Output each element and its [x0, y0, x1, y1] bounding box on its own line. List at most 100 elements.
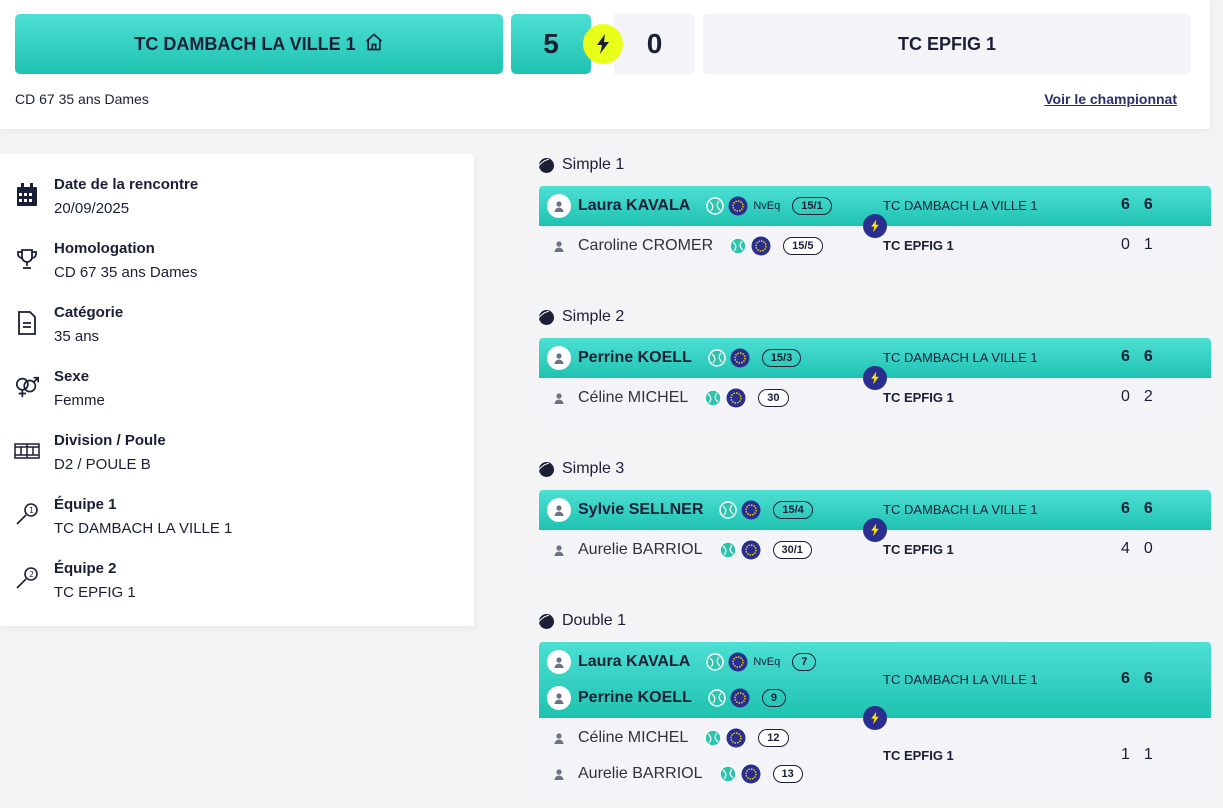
away-score: 0	[614, 14, 695, 74]
user-avatar-icon	[547, 346, 571, 370]
match-title: Simple 2	[539, 308, 624, 326]
set-score: 1	[1143, 746, 1153, 763]
set-score: 6	[1143, 196, 1153, 213]
new-team-tag: NvEq	[753, 200, 781, 212]
team1-label: Équipe 1	[54, 496, 117, 513]
club-name: TC EPFIG 1	[883, 390, 954, 405]
away-team-banner: TC EPFIG 1	[703, 14, 1191, 74]
set-score: 0	[1121, 388, 1130, 405]
player-name: Céline MICHEL	[578, 729, 689, 746]
new-team-tag: NvEq	[753, 656, 781, 668]
document-icon	[14, 310, 40, 336]
match-card[interactable]: Sylvie SELLNER 15/4 TC DAMBACH LA VILLE 1 6…	[539, 490, 1211, 570]
set-score: 6	[1121, 196, 1130, 213]
division-value: D2 / POULE B	[54, 456, 151, 473]
eu-flag-icon	[741, 500, 761, 520]
player-ranking: 15/5	[783, 237, 823, 255]
date-value: 20/09/2025	[54, 200, 130, 217]
match-title: Simple 1	[539, 156, 624, 174]
tennis-ball-badge-icon	[719, 501, 738, 519]
club-name: TC DAMBACH LA VILLE 1	[883, 350, 1038, 365]
view-championship-link[interactable]: Voir le championnat	[1044, 91, 1177, 107]
player-name: Aurelie BARRIOL	[578, 765, 703, 782]
player-ranking: 15/1	[792, 197, 832, 215]
loser-row: Céline MICHEL 12 Aurelie BARRIOL 13 TC EPFIG…	[539, 718, 1211, 794]
match-title-label: Simple 1	[562, 156, 625, 173]
player[interactable]: Laura KAVALA NvEq 7	[547, 650, 817, 674]
club-name: TC DAMBACH LA VILLE 1	[883, 672, 1038, 687]
user-avatar-icon	[547, 538, 571, 562]
date-label: Date de la rencontre	[54, 176, 199, 193]
team2-label: Équipe 2	[54, 560, 117, 577]
set-score: 6	[1121, 670, 1130, 687]
player-ranking: 30	[758, 389, 789, 407]
player[interactable]: Aurelie BARRIOL 13	[547, 762, 803, 786]
set-score: 0	[1121, 236, 1130, 253]
racket-two-icon: 2	[14, 566, 40, 592]
set-score: 1	[1121, 746, 1130, 763]
club-name: TC EPFIG 1	[883, 748, 954, 763]
player-ranking: 9	[761, 689, 786, 707]
eu-flag-icon	[751, 236, 771, 256]
player-name: Aurelie BARRIOL	[578, 541, 703, 558]
player[interactable]: Laura KAVALA NvEq 15/1	[547, 194, 832, 218]
info-team1: 1 Équipe 1 TC DAMBACH LA VILLE 1	[14, 496, 232, 538]
match-card[interactable]: Laura KAVALA NvEq 7 Perrine KOELL 9 TC DAMBAC…	[539, 642, 1211, 794]
racket-one-icon: 1	[14, 502, 40, 528]
sex-value: Femme	[54, 392, 105, 409]
tennis-ball-badge-icon	[706, 197, 725, 215]
set-score: 0	[1143, 540, 1153, 557]
tennis-ball-icon	[539, 309, 554, 325]
tennis-ball-badge-icon	[718, 765, 737, 783]
lightning-icon	[863, 366, 887, 390]
lightning-icon	[863, 214, 887, 238]
tennis-ball-badge-icon	[718, 541, 737, 559]
info-team2: 2 Équipe 2 TC EPFIG 1	[14, 560, 136, 602]
tennis-ball-icon	[539, 157, 554, 173]
match-title-label: Simple 3	[562, 460, 625, 477]
lightning-icon	[863, 706, 887, 730]
match-card[interactable]: Laura KAVALA NvEq 15/1 TC DAMBACH LA VILLE …	[539, 186, 1211, 266]
player-ranking: 7	[792, 653, 817, 671]
player[interactable]: Perrine KOELL 9	[547, 686, 786, 710]
winner-row: Laura KAVALA NvEq 15/1 TC DAMBACH LA VILLE …	[539, 186, 1211, 226]
player-name: Caroline CROMER	[578, 237, 714, 254]
match-title: Simple 3	[539, 460, 624, 478]
user-avatar-icon	[547, 726, 571, 750]
user-avatar-icon	[547, 686, 571, 710]
user-avatar-icon	[547, 650, 571, 674]
svg-text:1: 1	[29, 506, 34, 515]
lightning-icon	[583, 24, 623, 64]
category-label: Catégorie	[54, 304, 124, 321]
player-name: Perrine KOELL	[578, 689, 692, 706]
player-ranking: 12	[758, 729, 789, 747]
eu-flag-icon	[728, 196, 748, 216]
user-avatar-icon	[547, 498, 571, 522]
player-ranking: 30/1	[772, 541, 812, 559]
player[interactable]: Céline MICHEL 30	[547, 386, 789, 410]
match-info-card: Date de la rencontre 20/09/2025 Homologa…	[0, 154, 474, 626]
team1-value: TC DAMBACH LA VILLE 1	[54, 520, 233, 537]
eu-flag-icon	[741, 764, 761, 784]
player[interactable]: Perrine KOELL 15/3	[547, 346, 802, 370]
away-team-name: TC EPFIG 1	[897, 33, 996, 54]
player[interactable]: Caroline CROMER 15/5	[547, 234, 823, 258]
player[interactable]: Céline MICHEL 12	[547, 726, 789, 750]
division-label: Division / Poule	[54, 432, 166, 449]
eu-flag-icon	[741, 540, 761, 560]
tennis-ball-badge-icon	[708, 349, 726, 367]
player[interactable]: Aurelie BARRIOL 30/1	[547, 538, 812, 562]
player-ranking: 15/4	[773, 501, 813, 519]
player[interactable]: Sylvie SELLNER 15/4	[547, 498, 813, 522]
info-homologation: Homologation CD 67 35 ans Dames	[14, 240, 197, 282]
eu-flag-icon	[728, 652, 748, 672]
homologation-label: Homologation	[54, 240, 155, 257]
tennis-ball-badge-icon	[708, 689, 726, 707]
sex-label: Sexe	[54, 368, 90, 385]
